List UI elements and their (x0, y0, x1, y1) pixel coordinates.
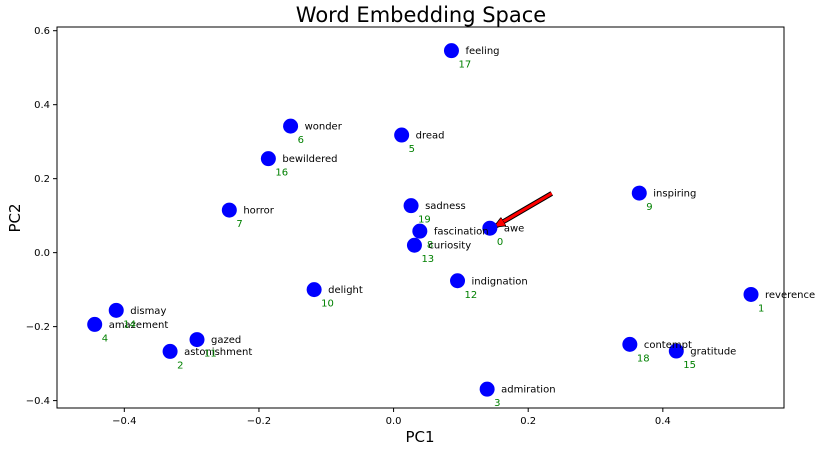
point-index: 2 (177, 360, 183, 371)
point-contempt (622, 336, 638, 352)
point-inspiring (631, 185, 647, 201)
point-label: fascination (434, 227, 489, 238)
point-index: 14 (123, 319, 136, 330)
point-amazement (87, 316, 103, 332)
y-tick-label: −0.4 (26, 396, 50, 407)
point-wonder (283, 118, 299, 134)
point-feeling (443, 43, 459, 59)
y-tick-label: −0.2 (26, 322, 50, 333)
point-index: 5 (409, 144, 415, 155)
arrow-shaft (496, 192, 553, 226)
point-astonishment (162, 343, 178, 359)
point-dread (394, 127, 410, 143)
point-sadness (403, 198, 419, 214)
point-label: bewildered (282, 154, 337, 165)
point-index: 6 (298, 135, 304, 146)
point-index: 3 (494, 398, 500, 409)
highlight-arrow (496, 191, 554, 229)
point-horror (221, 202, 237, 218)
point-label: astonishment (184, 347, 252, 358)
point-indignation (450, 273, 466, 289)
point-label: wonder (305, 122, 343, 133)
point-index: 19 (418, 215, 431, 226)
point-index: 7 (236, 219, 242, 230)
y-tick-label: 0.2 (34, 174, 50, 185)
x-axis-label: PC1 (405, 428, 434, 446)
point-label: gratitude (690, 347, 736, 358)
x-tick-label: 0.0 (386, 416, 402, 427)
point-label: inspiring (653, 189, 696, 200)
point-label: reverence (765, 290, 815, 301)
x-tick-label: 0.2 (520, 416, 536, 427)
x-tick-label: −0.4 (112, 416, 136, 427)
point-gratitude (668, 343, 684, 359)
point-label: curiosity (428, 241, 471, 252)
point-index: 4 (102, 333, 108, 344)
point-index: 8 (427, 240, 433, 251)
point-label: awe (504, 224, 524, 235)
point-fascination (412, 223, 428, 239)
point-index: 0 (497, 237, 503, 248)
point-label: amazement (109, 320, 169, 331)
y-axis-label: PC2 (6, 203, 24, 232)
y-axis: −0.4 −0.2 0.0 0.2 0.4 0.6 (26, 26, 57, 407)
point-awe (482, 220, 498, 236)
point-index: 10 (321, 299, 334, 310)
point-label: horror (243, 206, 274, 217)
x-axis: −0.4 −0.2 0.0 0.2 0.4 (112, 408, 671, 427)
point-bewildered (260, 151, 276, 167)
y-tick-label: 0.0 (34, 248, 50, 259)
point-label: dismay (130, 306, 166, 317)
point-label: dread (416, 131, 445, 142)
point-index: 15 (683, 360, 696, 371)
point-admiration (479, 381, 495, 397)
point-label: sadness (425, 201, 466, 212)
x-tick-label: 0.4 (655, 416, 671, 427)
point-dismay (108, 302, 124, 318)
point-label: delight (328, 285, 363, 296)
point-label: admiration (501, 385, 555, 396)
point-label: gazed (211, 335, 241, 346)
point-index: 18 (637, 353, 650, 364)
chart-title: Word Embedding Space (296, 3, 546, 27)
point-index: 11 (204, 349, 217, 360)
point-index: 9 (646, 202, 652, 213)
point-delight (306, 282, 322, 298)
point-label: feeling (465, 46, 499, 57)
point-label: contempt (644, 340, 692, 351)
x-tick-label: −0.2 (247, 416, 271, 427)
plot-area (56, 26, 785, 409)
point-reverence (743, 286, 759, 302)
point-index: 1 (758, 303, 764, 314)
point-label: indignation (472, 276, 528, 287)
y-tick-label: 0.6 (34, 26, 50, 37)
point-index: 17 (458, 60, 471, 71)
point-index: 13 (421, 254, 434, 265)
point-index: 16 (275, 168, 288, 179)
y-tick-label: 0.4 (34, 100, 50, 111)
point-index: 12 (465, 290, 478, 301)
point-curiosity (406, 237, 422, 253)
point-gazed (189, 332, 205, 348)
